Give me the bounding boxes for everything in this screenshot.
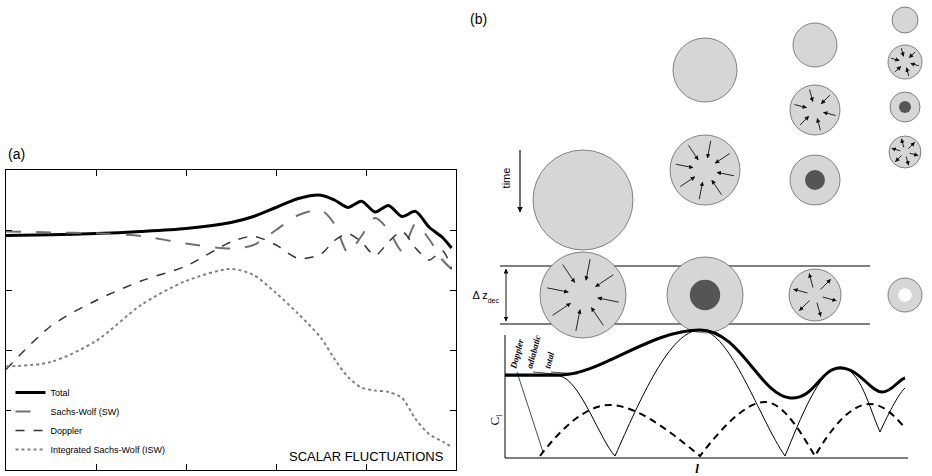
svg-text:SCALAR FLUCTUATIONS: SCALAR FLUCTUATIONS: [289, 449, 444, 464]
svg-text:Sachs-Wolf (SW): Sachs-Wolf (SW): [51, 407, 120, 417]
svg-text:Doppler: Doppler: [508, 337, 526, 370]
svg-text:Cl: Cl: [487, 414, 504, 426]
svg-text:Integrated Sachs-Wolf (ISW): Integrated Sachs-Wolf (ISW): [51, 445, 165, 455]
svg-text:(b): (b): [470, 11, 487, 27]
svg-text:adiabatic: adiabatic: [524, 334, 542, 369]
svg-text:total: total: [542, 351, 556, 370]
svg-text:time: time: [500, 168, 512, 189]
svg-text:l: l: [695, 461, 699, 476]
svg-text:Total: Total: [51, 388, 70, 398]
svg-text:Doppler: Doppler: [51, 426, 83, 436]
svg-text:(a): (a): [8, 146, 25, 162]
svg-text:Δ zdec: Δ zdec: [472, 289, 499, 304]
